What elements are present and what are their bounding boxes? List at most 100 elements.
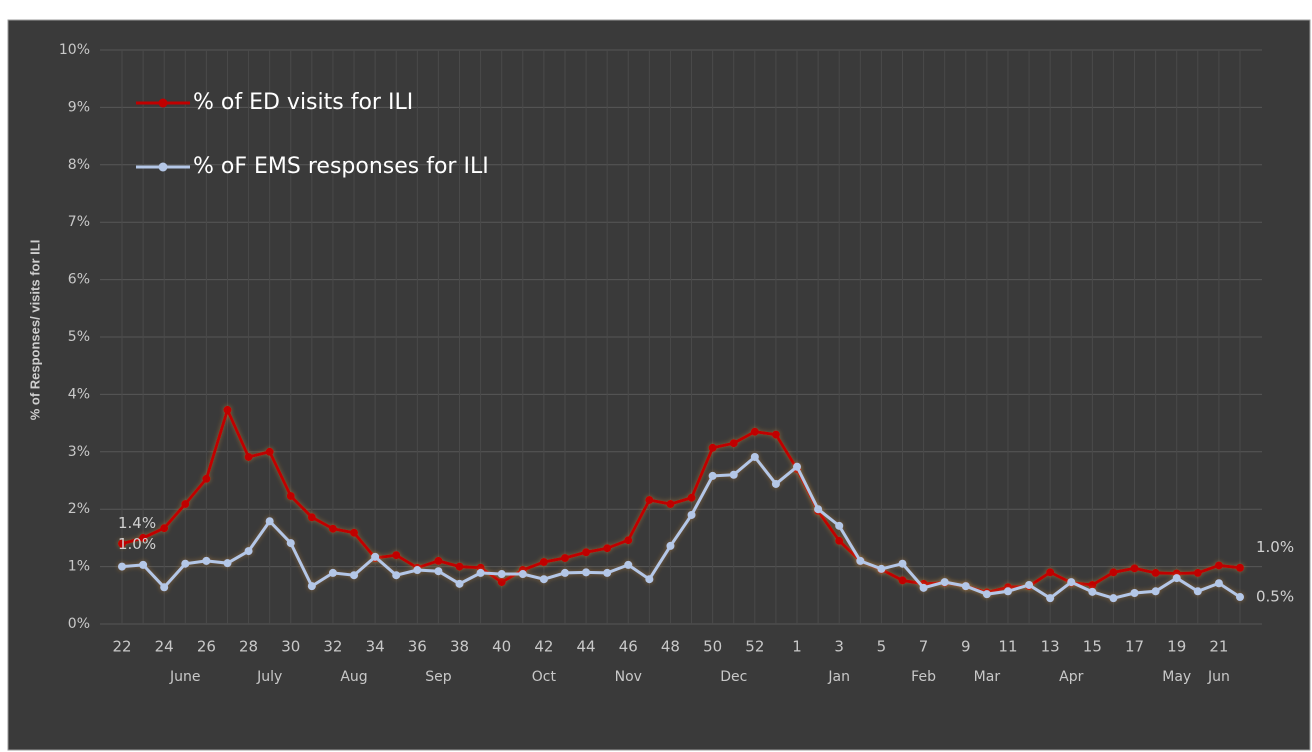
point xyxy=(814,505,823,514)
point xyxy=(350,528,359,537)
y-tick-label: 3% xyxy=(68,444,90,460)
point xyxy=(940,578,949,587)
point xyxy=(877,564,886,573)
point xyxy=(1236,593,1244,602)
point xyxy=(118,539,126,548)
point xyxy=(286,539,295,548)
y-tick-label: 0% xyxy=(68,616,90,632)
point xyxy=(1003,587,1012,596)
point xyxy=(244,547,253,556)
x-tick-label: 32 xyxy=(323,638,342,656)
x-tick-label: 38 xyxy=(450,638,469,656)
data-label: 1.0% xyxy=(1256,538,1294,556)
data-label: 0.5% xyxy=(1256,588,1294,606)
point xyxy=(139,533,148,542)
point xyxy=(328,524,337,533)
x-tick-label: 26 xyxy=(197,638,216,656)
series-line xyxy=(121,454,1241,600)
legend-marker xyxy=(158,98,168,108)
month-label: May xyxy=(1162,669,1191,685)
point xyxy=(1130,589,1139,598)
point xyxy=(708,471,717,480)
point xyxy=(1172,574,1181,583)
point xyxy=(455,562,464,571)
point xyxy=(1214,561,1223,570)
point xyxy=(750,452,759,461)
point xyxy=(244,452,253,461)
point xyxy=(982,590,991,599)
point xyxy=(1088,580,1097,589)
point xyxy=(898,559,907,568)
x-tick-label: 30 xyxy=(281,638,300,656)
point xyxy=(961,582,970,591)
month-label: Jun xyxy=(1207,669,1230,685)
point xyxy=(1067,578,1076,587)
y-tick-label: 2% xyxy=(68,501,90,517)
point xyxy=(223,405,232,414)
point xyxy=(118,562,126,571)
point xyxy=(160,583,169,592)
point xyxy=(1193,587,1202,596)
y-tick-label: 1% xyxy=(68,559,90,575)
legend-marker xyxy=(158,162,168,172)
y-tick-label: 8% xyxy=(68,157,90,173)
point xyxy=(497,570,506,579)
month-label: June xyxy=(169,669,201,685)
x-tick-label: 52 xyxy=(745,638,764,656)
point xyxy=(307,513,316,522)
x-tick-label: 24 xyxy=(155,638,174,656)
point xyxy=(750,427,759,436)
point xyxy=(1236,563,1244,572)
point xyxy=(1130,564,1139,573)
x-tick-label: 9 xyxy=(961,638,971,656)
x-tick-label: 50 xyxy=(703,638,722,656)
point xyxy=(434,556,443,565)
x-tick-label: 48 xyxy=(661,638,680,656)
point xyxy=(497,578,506,587)
point xyxy=(560,553,569,562)
point xyxy=(1193,568,1202,577)
point xyxy=(139,560,148,569)
point xyxy=(729,439,738,448)
point xyxy=(434,567,443,576)
point xyxy=(350,571,359,580)
point xyxy=(539,575,548,584)
point xyxy=(624,536,633,545)
month-label: Sep xyxy=(425,669,452,685)
x-tick-label: 3 xyxy=(834,638,844,656)
x-tick-label: 5 xyxy=(877,638,887,656)
x-tick-label: 17 xyxy=(1125,638,1144,656)
month-label: Oct xyxy=(532,669,557,685)
point xyxy=(413,566,422,575)
data-label: 1.4% xyxy=(118,514,156,532)
point xyxy=(919,583,928,592)
point xyxy=(1046,568,1055,577)
legend-label: % oF EMS responses for ILI xyxy=(193,154,489,179)
x-tick-label: 13 xyxy=(1041,638,1060,656)
point xyxy=(603,568,612,577)
x-tick-label: 44 xyxy=(577,638,596,656)
month-label: Mar xyxy=(974,669,1001,685)
point xyxy=(708,443,717,452)
point xyxy=(476,568,485,577)
x-tick-label: 40 xyxy=(492,638,511,656)
point xyxy=(1214,579,1223,588)
x-tick-label: 36 xyxy=(408,638,427,656)
x-tick-label: 21 xyxy=(1209,638,1228,656)
x-tick-label: 7 xyxy=(919,638,929,656)
point xyxy=(181,559,190,568)
point xyxy=(181,500,190,509)
point xyxy=(202,474,211,483)
x-tick-label: 19 xyxy=(1167,638,1186,656)
point xyxy=(392,571,401,580)
point xyxy=(771,479,780,488)
point xyxy=(687,493,696,502)
y-tick-label: 10% xyxy=(59,42,90,58)
point xyxy=(666,541,675,550)
point xyxy=(455,579,464,588)
y-tick-label: 4% xyxy=(68,386,90,402)
point xyxy=(518,570,527,579)
month-label: Apr xyxy=(1059,669,1083,685)
point xyxy=(856,556,865,565)
point xyxy=(1151,587,1160,596)
